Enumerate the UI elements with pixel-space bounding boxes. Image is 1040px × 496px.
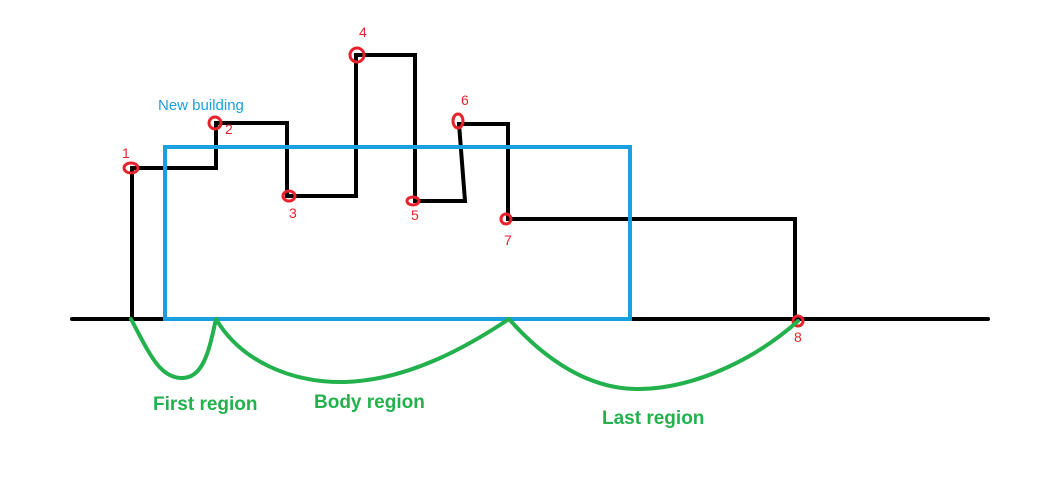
point-8-marker xyxy=(791,314,805,328)
last-region-label: Last region xyxy=(602,408,704,429)
first-region-label: First region xyxy=(153,394,258,415)
last-region-arc xyxy=(507,317,800,392)
point-7-marker xyxy=(499,212,513,226)
point-3-label: 3 xyxy=(289,205,297,221)
point-2-marker xyxy=(207,115,223,131)
point-5-label: 5 xyxy=(411,207,419,223)
point-8-label: 8 xyxy=(794,329,802,345)
point-6-marker xyxy=(451,112,465,130)
point-1-label: 1 xyxy=(122,145,130,161)
point-5-marker xyxy=(405,195,421,207)
point-4-label: 4 xyxy=(359,24,367,40)
point-4-marker xyxy=(348,46,366,64)
new-building-rect xyxy=(163,145,632,321)
point-markers xyxy=(122,46,805,328)
new-building-label: New building xyxy=(158,97,244,114)
body-region-label: Body region xyxy=(314,392,425,413)
first-region-arc xyxy=(129,317,218,381)
point-7-label: 7 xyxy=(504,232,512,248)
point-6-label: 6 xyxy=(461,92,469,108)
point-1-marker xyxy=(122,161,140,175)
point-3-marker xyxy=(281,189,297,203)
body-region-arc xyxy=(214,317,511,385)
point-2-label: 2 xyxy=(225,121,233,137)
